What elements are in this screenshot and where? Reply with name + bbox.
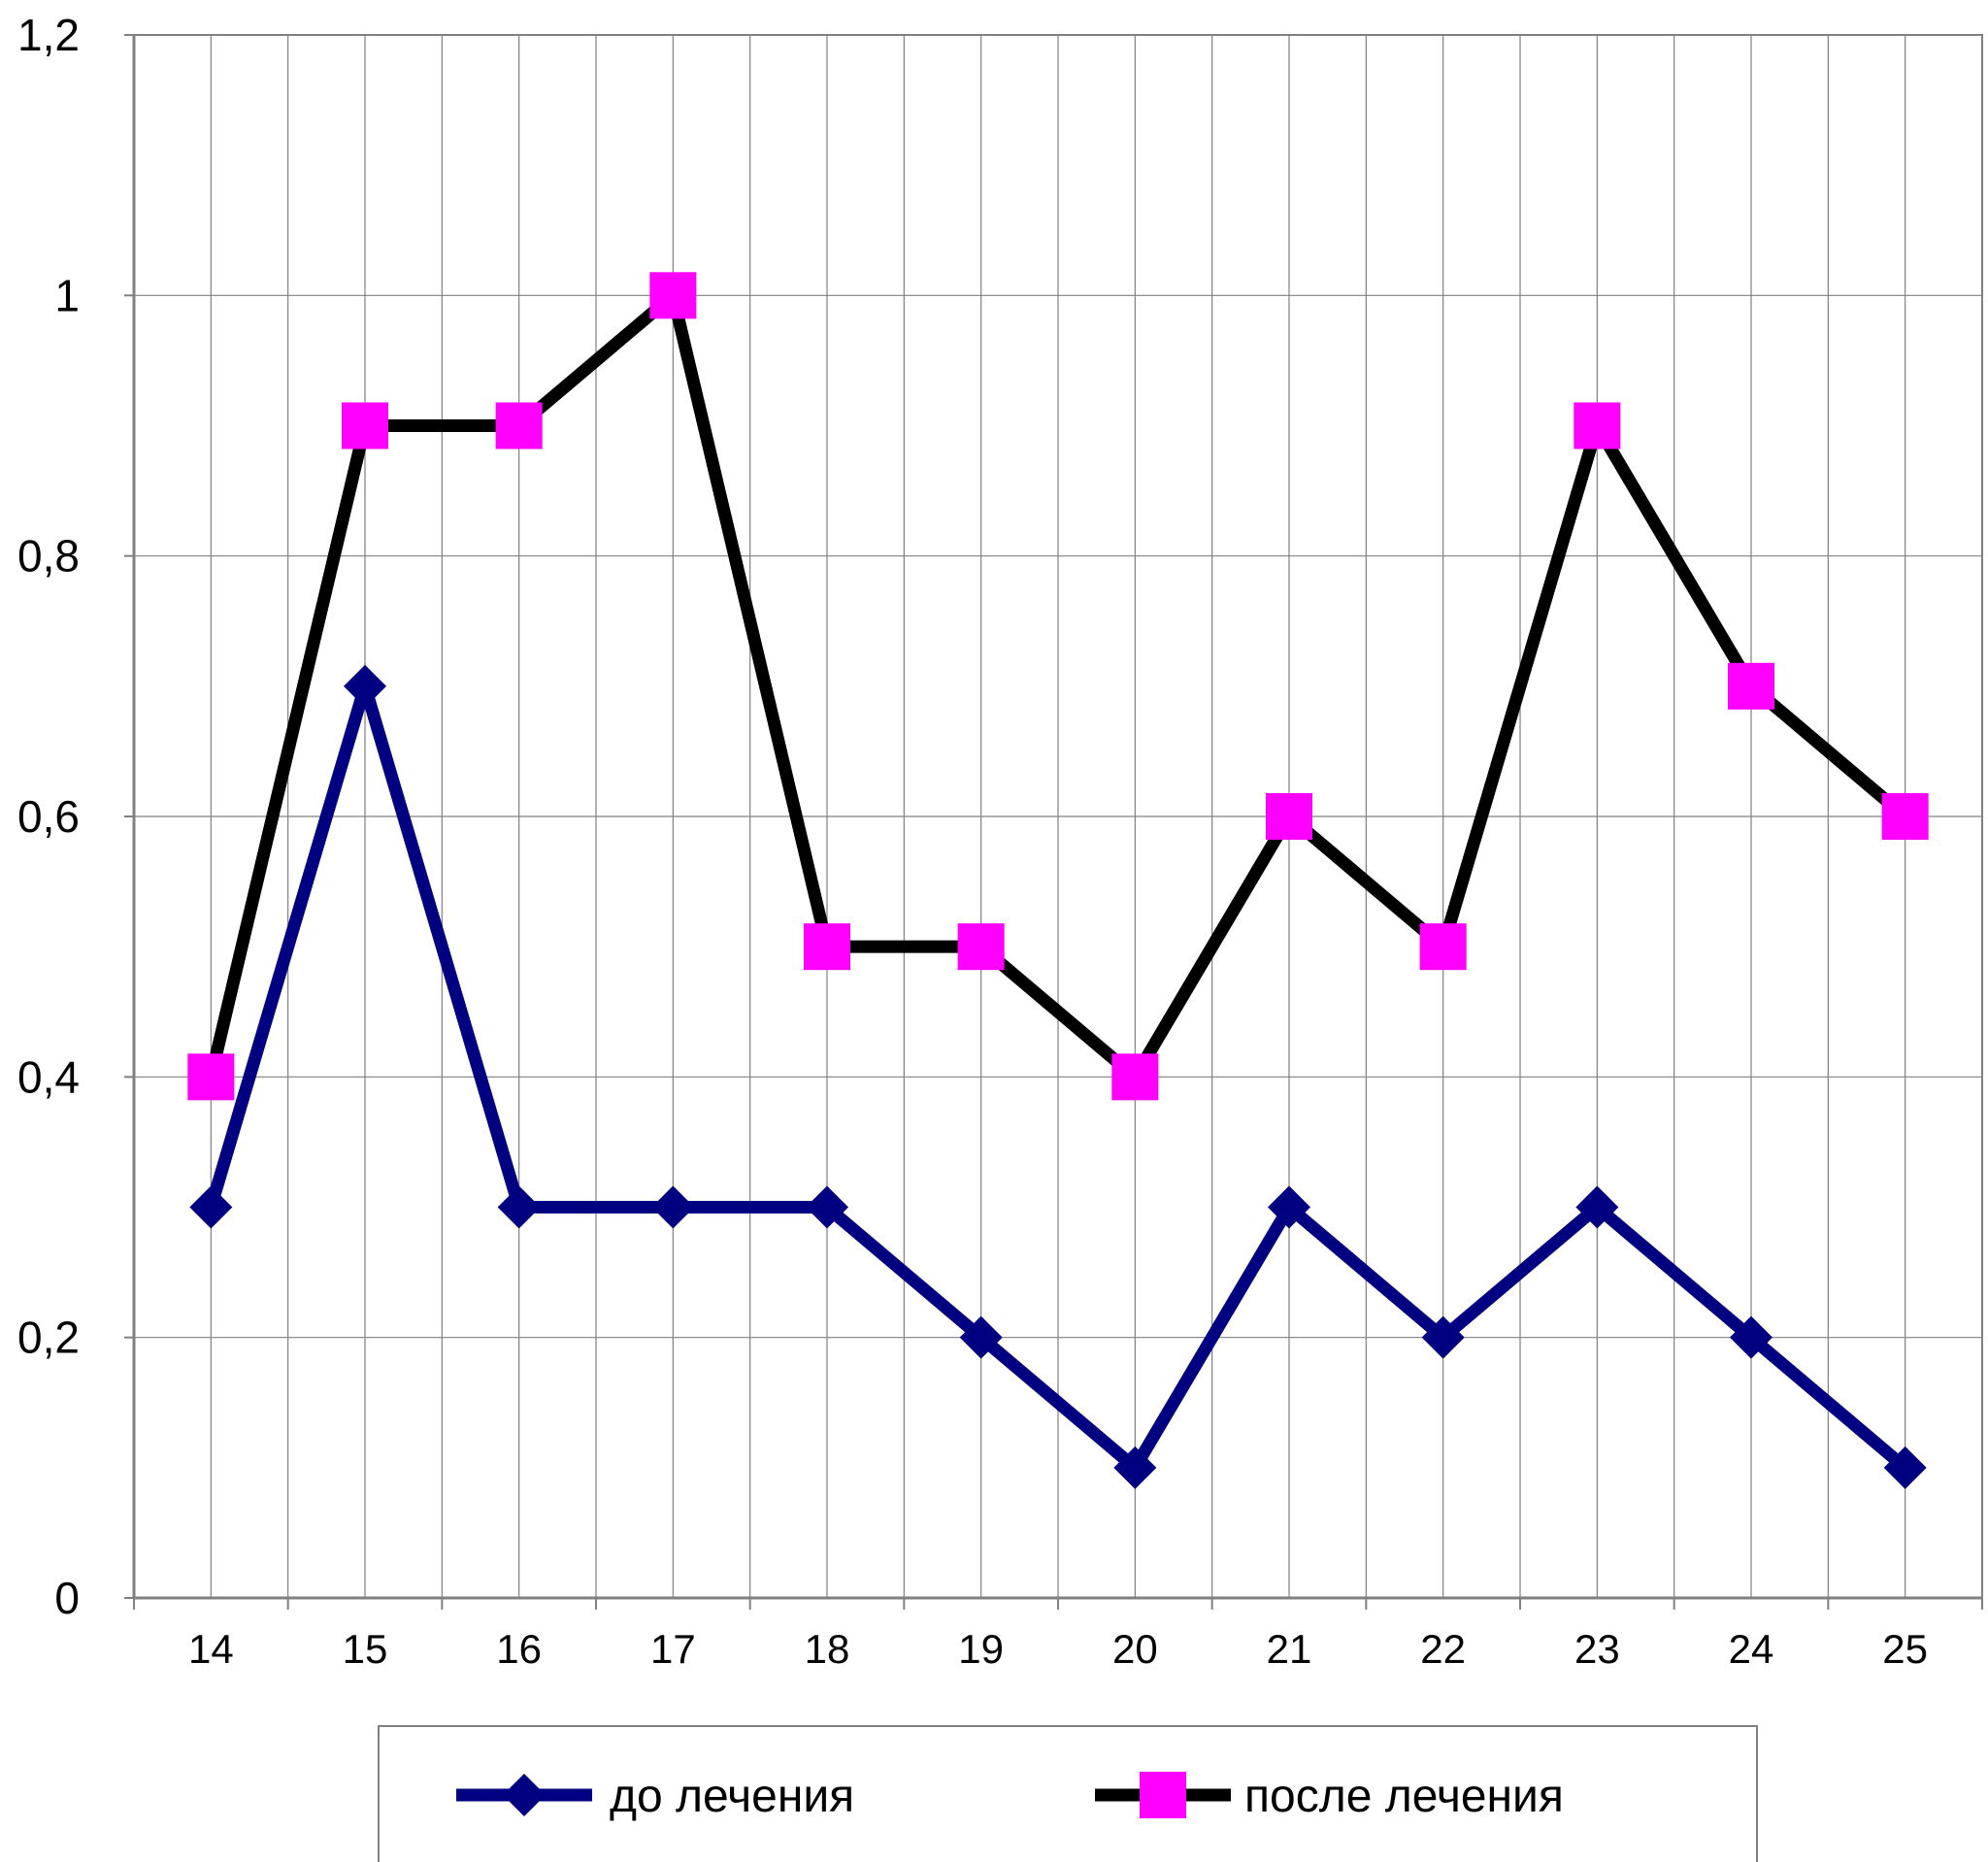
series-lines <box>205 283 1909 1478</box>
series-2-point <box>1881 793 1929 840</box>
series-1-point <box>344 664 386 708</box>
series-1-point <box>1883 1446 1927 1489</box>
y-tick-label: 0,4 <box>17 1051 80 1102</box>
x-tick-label: 18 <box>805 1626 850 1672</box>
x-tick-label: 22 <box>1420 1626 1466 1672</box>
series-2-point <box>957 923 1005 971</box>
axes <box>124 34 1983 1610</box>
x-tick-label: 23 <box>1574 1626 1620 1672</box>
legend-label-1: до лечения <box>610 1771 854 1822</box>
series-2-point <box>1574 402 1621 449</box>
series-line-1 <box>205 663 1909 1478</box>
series-1-point <box>959 1315 1003 1359</box>
gridlines <box>133 34 1983 1599</box>
series-2-point <box>1111 1053 1159 1101</box>
y-tick-label: 1 <box>54 270 80 320</box>
series-2-point <box>649 272 697 319</box>
series-1-point <box>497 1185 541 1229</box>
series-1-point <box>1575 1185 1619 1229</box>
series-1-point <box>651 1185 695 1229</box>
series-1-point <box>189 1185 233 1229</box>
y-tick-label: 0,6 <box>17 791 80 842</box>
series-1-point <box>806 1185 848 1229</box>
series-markers <box>187 272 1929 1489</box>
series-1-point <box>1421 1315 1465 1359</box>
x-tick-label: 25 <box>1882 1626 1928 1672</box>
x-tick-label: 14 <box>188 1626 234 1672</box>
series-1-point <box>1268 1185 1310 1229</box>
x-tick-label: 17 <box>650 1626 696 1672</box>
y-tick-label: 0 <box>54 1573 80 1623</box>
series-2-point <box>1419 923 1467 971</box>
series-2-point <box>495 402 543 449</box>
x-tick-label: 20 <box>1112 1626 1158 1672</box>
legend-box <box>378 1725 1758 1862</box>
y-tick-label: 0,2 <box>17 1313 80 1363</box>
series-1-point <box>1113 1446 1157 1489</box>
legend-swatch-marker-2 <box>1140 1772 1186 1818</box>
x-tick-label: 15 <box>343 1626 388 1672</box>
series-2-point <box>804 923 850 971</box>
tick-labels: 0 0,2 0,4 0,6 0,8 1 1,2 14 15 16 17 18 19 20 21 22 23 24 2… <box>17 10 1928 1672</box>
x-tick-label: 16 <box>496 1626 542 1672</box>
legend: до лечения после лечения <box>378 1725 1758 1862</box>
series-2-point <box>187 1053 235 1101</box>
series-line-2 <box>205 283 1909 1087</box>
series-2-point <box>1266 793 1312 840</box>
y-tick-label: 1,2 <box>17 10 80 60</box>
y-tick-label: 0,8 <box>17 531 80 582</box>
x-tick-label: 24 <box>1729 1626 1774 1672</box>
x-tick-label: 21 <box>1267 1626 1312 1672</box>
legend-swatch-marker-1 <box>503 1774 546 1816</box>
legend-label-2: после лечения <box>1244 1771 1564 1822</box>
series-1-point <box>1730 1315 1773 1359</box>
x-tick-label: 19 <box>958 1626 1004 1672</box>
series-2-point <box>342 402 388 449</box>
series-2-point <box>1728 662 1774 710</box>
